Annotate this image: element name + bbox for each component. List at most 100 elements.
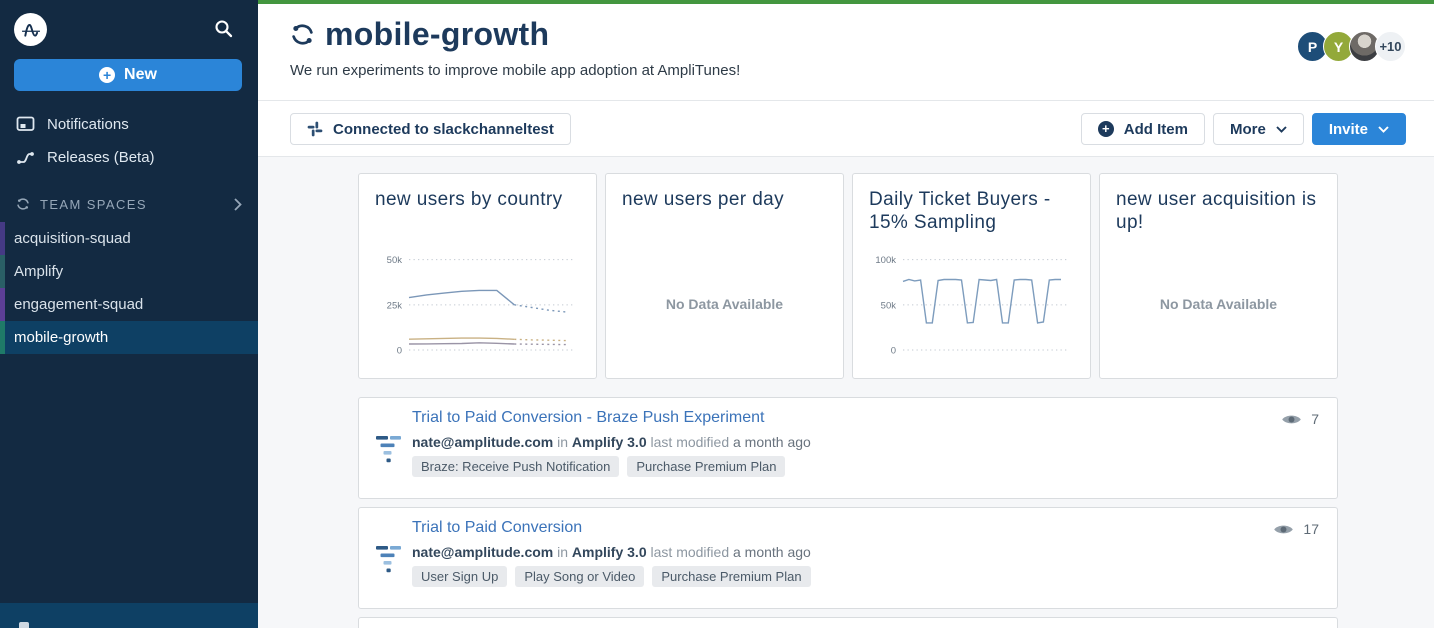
item-title-link[interactable]: Trial to Paid Conversion - Braze Push Ex…: [412, 409, 765, 426]
slack-icon: [307, 121, 323, 137]
svg-text:50k: 50k: [387, 255, 403, 266]
chevron-down-icon: [1378, 125, 1389, 133]
view-count: 7: [1281, 411, 1319, 427]
sidebar-footer-icon: [19, 622, 29, 628]
avatar-overflow-count[interactable]: +10: [1375, 31, 1406, 62]
plus-icon: +: [1097, 121, 1114, 137]
item-owner: nate@amplitude.com: [412, 434, 554, 450]
item-project: Amplify 3.0: [571, 544, 647, 560]
item-modified-value: a month ago: [733, 544, 811, 560]
chevron-down-icon: [1276, 125, 1287, 133]
space-label: acquisition-squad: [14, 230, 131, 247]
page-title: mobile-growth: [325, 16, 550, 52]
avatar[interactable]: Y: [1323, 31, 1354, 62]
line-chart: 100k 50k 0: [865, 231, 1071, 370]
item-in-label: in: [557, 434, 569, 450]
item-modified-label: last modified: [650, 434, 730, 450]
view-count: 17: [1273, 521, 1319, 537]
svg-text:0: 0: [891, 346, 896, 357]
invite-button[interactable]: Invite: [1311, 113, 1406, 145]
sidebar-footer[interactable]: [0, 603, 258, 628]
chart-card-daily-ticket-buyers[interactable]: Daily Ticket Buyers - 15% Sampling 100k 5…: [852, 173, 1091, 379]
nav-item-label: Releases (Beta): [47, 149, 155, 166]
plus-icon: +: [99, 67, 116, 83]
no-data-label: No Data Available: [665, 296, 784, 312]
item-tags: Braze: Receive Push Notification Purchas…: [412, 456, 786, 477]
item-title-link[interactable]: Trial to Paid Conversion: [412, 519, 583, 536]
item-meta: nate@amplitude.com in Amplify 3.0 last m…: [412, 434, 811, 450]
item-owner: nate@amplitude.com: [412, 544, 554, 560]
connected-slack-button[interactable]: Connected to slackchanneltest: [290, 113, 571, 145]
space-label: Amplify: [14, 263, 64, 280]
top-accent-bar: [258, 0, 1434, 4]
list-item-partial[interactable]: [358, 617, 1338, 628]
chart-cards-row: new users by country 50k 25k 0 new users p…: [358, 173, 1338, 379]
line-chart: 50k 25k 0: [371, 231, 577, 370]
event-tag: Purchase Premium Plan: [652, 566, 811, 587]
eye-icon: [1282, 415, 1301, 423]
view-count-value: 17: [1303, 521, 1319, 537]
team-space-list: acquisition-squad Amplify engagement-squ…: [0, 222, 258, 354]
svg-text:25k: 25k: [387, 300, 403, 311]
toolbar: Connected to slackchanneltest + Add Item…: [258, 101, 1434, 157]
notifications-icon: [16, 116, 35, 131]
chart-card-new-user-acquisition[interactable]: new user acquisition is up! No Data Avai…: [1099, 173, 1338, 379]
svg-text:100k: 100k: [875, 255, 896, 266]
chart-title: new user acquisition is up!: [1116, 189, 1317, 234]
event-tag: Braze: Receive Push Notification: [412, 456, 620, 477]
sidebar-item-engagement-squad[interactable]: engagement-squad: [0, 288, 258, 321]
chart-title: new users per day: [622, 189, 785, 210]
page-header: mobile-growth We run experiments to impr…: [258, 4, 1434, 101]
search-icon[interactable]: [214, 19, 234, 39]
item-meta: nate@amplitude.com in Amplify 3.0 last m…: [412, 544, 811, 560]
avatar-stack: P Y +10: [1297, 31, 1406, 62]
team-spaces-label: TEAM SPACES: [40, 196, 147, 212]
sidebar-nav: Notifications Releases (Beta): [0, 108, 258, 174]
sidebar-item-mobile-growth[interactable]: mobile-growth: [0, 321, 258, 354]
space-label: mobile-growth: [14, 329, 109, 346]
add-item-button[interactable]: + Add Item: [1080, 113, 1205, 145]
releases-icon: [17, 152, 34, 164]
sidebar: + New Notifications Releases (Beta) TEAM…: [0, 0, 258, 628]
event-tag: Play Song or Video: [515, 566, 645, 587]
invite-label: Invite: [1328, 120, 1368, 138]
new-button-label: New: [124, 66, 157, 83]
content-area: new users by country 50k 25k 0 new users p…: [258, 157, 1434, 628]
item-in-label: in: [557, 544, 569, 560]
item-tags: User Sign Up Play Song or Video Purchase…: [412, 566, 811, 587]
sidebar-item-releases[interactable]: Releases (Beta): [0, 141, 258, 174]
chart-card-new-users-per-day[interactable]: new users per day No Data Available: [605, 173, 844, 379]
list-item-braze-push-experiment[interactable]: Trial to Paid Conversion - Braze Push Ex…: [358, 397, 1338, 499]
item-project: Amplify 3.0: [571, 434, 647, 450]
space-label: engagement-squad: [14, 296, 144, 313]
chevron-right-icon[interactable]: [234, 197, 242, 211]
svg-text:0: 0: [397, 346, 402, 357]
new-button[interactable]: + New: [14, 59, 242, 91]
team-space-icon: [292, 24, 313, 45]
chart-title: Daily Ticket Buyers - 15% Sampling: [869, 189, 1051, 234]
sidebar-item-acquisition-squad[interactable]: acquisition-squad: [0, 222, 258, 255]
eye-icon: [1274, 525, 1294, 533]
more-label: More: [1229, 120, 1266, 138]
page-subtitle: We run experiments to improve mobile app…: [290, 62, 741, 79]
view-count-value: 7: [1311, 411, 1319, 427]
team-spaces-icon: [17, 198, 29, 210]
more-button[interactable]: More: [1212, 113, 1304, 145]
funnel-chart-icon: [376, 436, 401, 463]
connected-label: Connected to slackchanneltest: [333, 120, 554, 138]
item-modified-value: a month ago: [733, 434, 811, 450]
team-spaces-header[interactable]: TEAM SPACES: [0, 190, 258, 218]
chart-card-new-users-by-country[interactable]: new users by country 50k 25k 0: [358, 173, 597, 379]
no-data-label: No Data Available: [1159, 296, 1278, 312]
nav-item-label: Notifications: [47, 116, 129, 133]
add-item-label: Add Item: [1123, 120, 1188, 138]
sidebar-item-amplify[interactable]: Amplify: [0, 255, 258, 288]
amplitude-logo-icon[interactable]: [14, 13, 47, 46]
funnel-chart-icon: [376, 546, 401, 573]
svg-text:50k: 50k: [881, 300, 897, 311]
event-tag: User Sign Up: [412, 566, 508, 587]
list-item-trial-to-paid[interactable]: Trial to Paid Conversion nate@amplitude.…: [358, 507, 1338, 609]
sidebar-item-notifications[interactable]: Notifications: [0, 108, 258, 141]
avatar-photo[interactable]: [1349, 31, 1380, 62]
chart-title: new users by country: [375, 189, 563, 210]
